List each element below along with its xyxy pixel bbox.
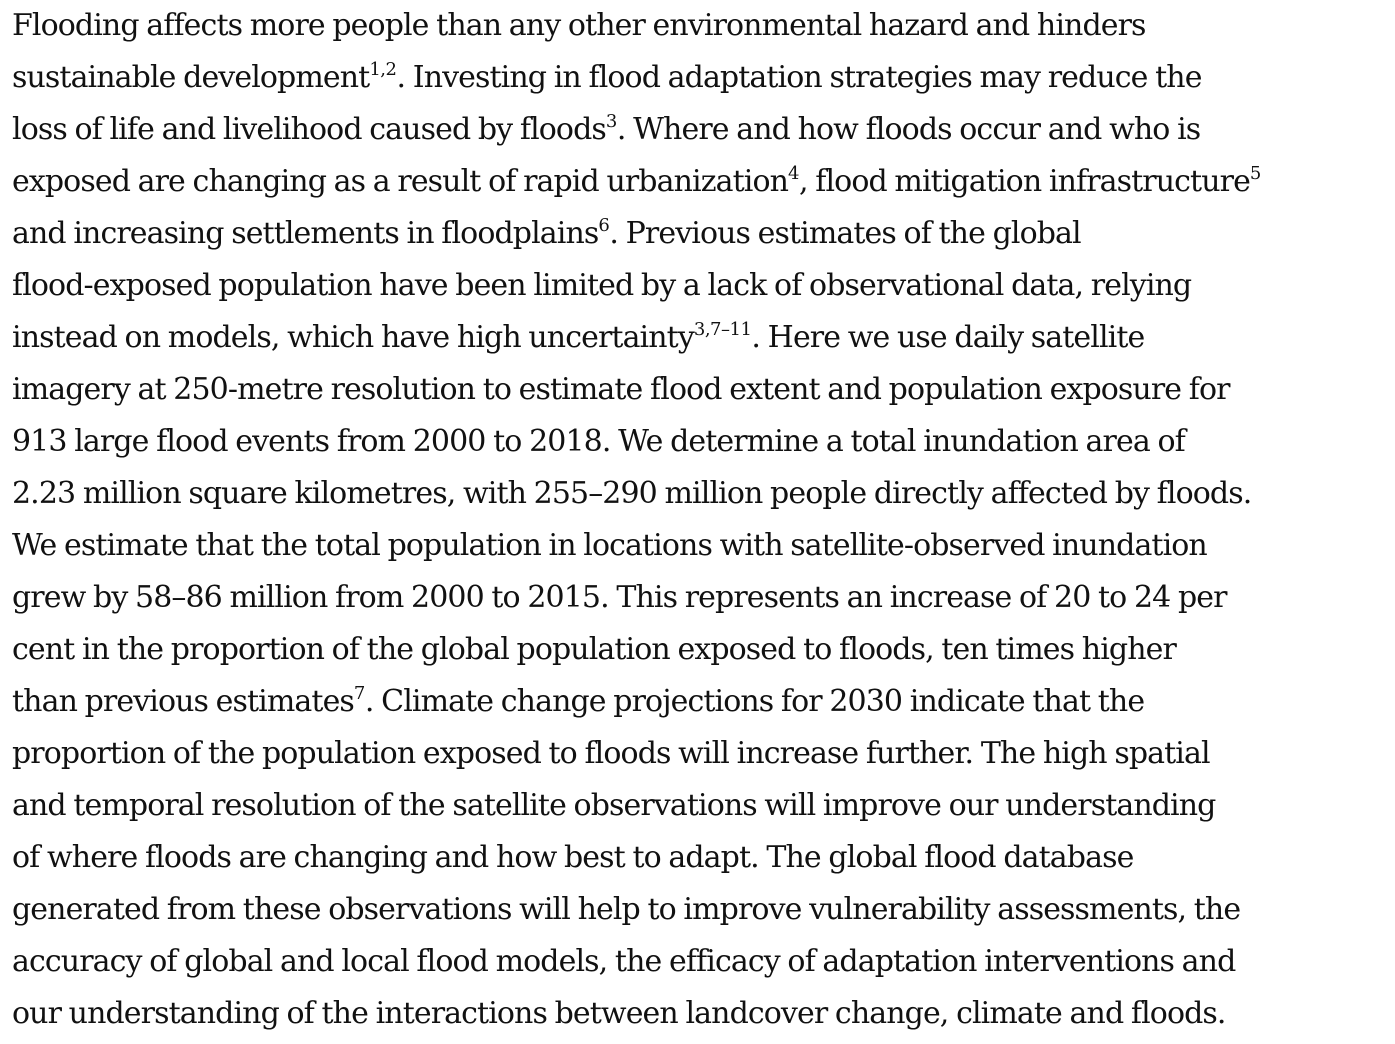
line-text: our understanding of the interactions be… xyxy=(12,996,1226,1031)
abstract-line-2: sustainable development1,2. Investing in… xyxy=(12,52,1387,104)
abstract-line-13: cent in the proportion of the global pop… xyxy=(12,624,1387,676)
abstract-line-17: of where floods are changing and how bes… xyxy=(12,832,1387,884)
abstract-line-11: We estimate that the total population in… xyxy=(12,520,1387,572)
abstract-line-6: flood-exposed population have been limit… xyxy=(12,260,1387,312)
line-text: grew by 58–86 million from 2000 to 2015.… xyxy=(12,580,1227,615)
line-text: sustainable development xyxy=(12,60,370,95)
line-text: and increasing settlements in floodplain… xyxy=(12,216,599,251)
line-text-after: . Investing in flood adaptation strategi… xyxy=(396,60,1202,95)
abstract-line-18: generated from these observations will h… xyxy=(12,884,1387,936)
abstract-line-20: our understanding of the interactions be… xyxy=(12,988,1387,1040)
line-text: generated from these observations will h… xyxy=(12,892,1241,927)
line-text-after: , flood mitigation infrastructure xyxy=(799,164,1251,199)
line-text: than previous estimates xyxy=(12,684,355,719)
citation-superscript: 6 xyxy=(598,215,610,236)
abstract-line-4: exposed are changing as a result of rapi… xyxy=(12,156,1387,208)
line-text-after: . Where and how floods occur and who is xyxy=(616,112,1201,147)
line-text: Flooding affects more people than any ot… xyxy=(12,8,1146,43)
line-text: imagery at 250-metre resolution to estim… xyxy=(12,372,1230,407)
abstract-line-10: 2.23 million square kilometres, with 255… xyxy=(12,468,1387,520)
line-text: 2.23 million square kilometres, with 255… xyxy=(12,476,1252,511)
line-text: and temporal resolution of the satellite… xyxy=(12,788,1216,823)
line-text-after: . Here we use daily satellite xyxy=(751,320,1145,355)
abstract-line-12: grew by 58–86 million from 2000 to 2015.… xyxy=(12,572,1387,624)
citation-superscript: 3,7–11 xyxy=(693,319,752,340)
abstract-line-19: accuracy of global and local flood model… xyxy=(12,936,1387,988)
line-text: 913 large flood events from 2000 to 2018… xyxy=(12,424,1186,459)
abstract-line-3: loss of life and livelihood caused by fl… xyxy=(12,104,1387,156)
line-text-after: . Previous estimates of the global xyxy=(609,216,1081,251)
line-text: proportion of the population exposed to … xyxy=(12,736,1211,771)
citation-superscript: 4 xyxy=(788,163,799,184)
line-text-after: . Climate change projections for 2030 in… xyxy=(364,684,1145,719)
line-text: We estimate that the total population in… xyxy=(12,528,1208,563)
abstract-line-1: Flooding affects more people than any ot… xyxy=(12,0,1387,52)
line-text: cent in the proportion of the global pop… xyxy=(12,632,1177,667)
abstract-line-7: instead on models, which have high uncer… xyxy=(12,312,1387,364)
line-text: flood-exposed population have been limit… xyxy=(12,268,1192,303)
citation-superscript: 1,2 xyxy=(369,59,397,80)
abstract-line-15: proportion of the population exposed to … xyxy=(12,728,1387,780)
line-text: accuracy of global and local flood model… xyxy=(12,944,1236,979)
abstract-line-5: and increasing settlements in floodplain… xyxy=(12,208,1387,260)
abstract-line-14: than previous estimates7. Climate change… xyxy=(12,676,1387,728)
abstract-line-16: and temporal resolution of the satellite… xyxy=(12,780,1387,832)
abstract-line-9: 913 large flood events from 2000 to 2018… xyxy=(12,416,1387,468)
line-text: loss of life and livelihood caused by fl… xyxy=(12,112,607,147)
line-text: exposed are changing as a result of rapi… xyxy=(12,164,789,199)
citation-superscript: 3 xyxy=(605,111,617,132)
line-text: of where floods are changing and how bes… xyxy=(12,840,1134,875)
citation-superscript: 5 xyxy=(1249,163,1261,184)
citation-superscript: 7 xyxy=(353,683,365,704)
abstract-line-8: imagery at 250-metre resolution to estim… xyxy=(12,364,1387,416)
line-text: instead on models, which have high uncer… xyxy=(12,320,695,355)
